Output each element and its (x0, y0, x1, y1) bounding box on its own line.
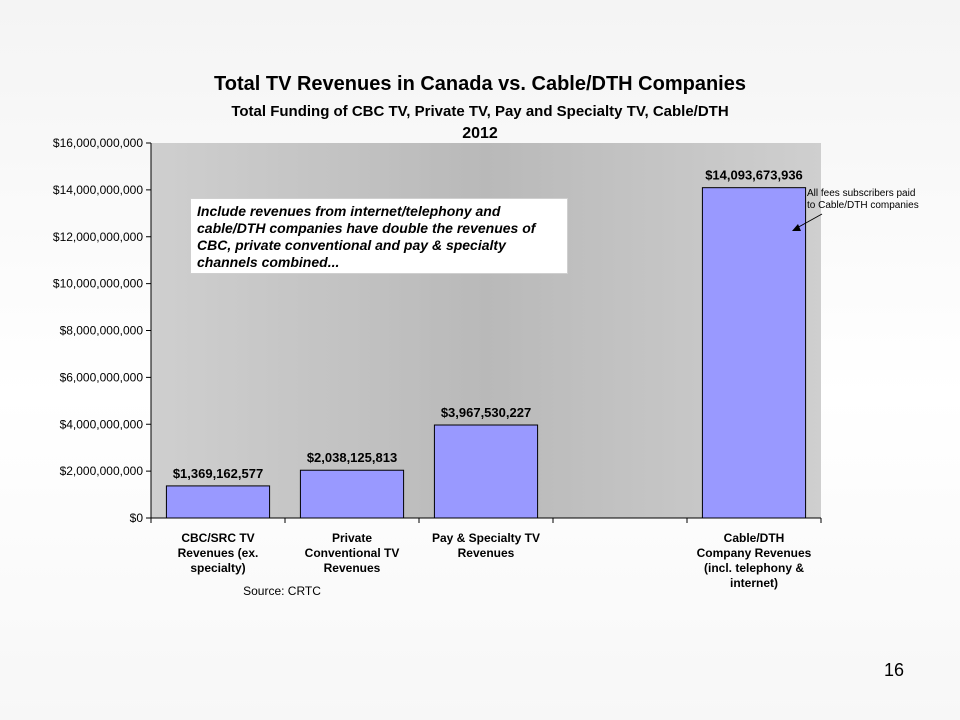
y-tick-label: $6,000,000,000 (60, 370, 144, 384)
bar (433, 424, 539, 519)
callout-arrow (794, 213, 823, 230)
category-label: specialty) (190, 561, 245, 575)
bar (165, 485, 271, 519)
category-label: internet) (730, 576, 778, 590)
bar (299, 469, 405, 519)
callout-note: All fees subscribers paid to Cable/DTH c… (807, 188, 919, 211)
data-label: $14,093,673,936 (705, 168, 803, 183)
category-label: Conventional TV (305, 546, 400, 560)
data-label: $2,038,125,813 (307, 450, 397, 465)
category-label: Revenues (324, 561, 381, 575)
y-tick-label: $10,000,000,000 (53, 277, 143, 291)
y-tick-label: $0 (130, 511, 144, 525)
category-label: Company Revenues (697, 546, 812, 560)
y-tick-label: $16,000,000,000 (53, 136, 143, 150)
annotation-box: Include revenues from internet/telephony… (190, 198, 568, 274)
category-label: Revenues (ex. (178, 546, 259, 560)
callout-arrowhead (792, 224, 801, 231)
category-label: Revenues (458, 546, 515, 560)
callout-note-line: to Cable/DTH companies (807, 200, 919, 211)
y-tick-label: $2,000,000,000 (60, 464, 144, 478)
source-label: Source: CRTC (243, 584, 321, 598)
bar (701, 187, 807, 519)
category-label: CBC/SRC TV (181, 531, 254, 545)
y-tick-label: $14,000,000,000 (53, 183, 143, 197)
data-label: $3,967,530,227 (441, 405, 531, 420)
category-label: Cable/DTH (724, 531, 785, 545)
page-number: 16 (883, 660, 904, 680)
data-label: $1,369,162,577 (173, 466, 263, 481)
category-label: Private (332, 531, 372, 545)
chart-title: Total TV Revenues in Canada vs. Cable/DT… (214, 73, 746, 95)
y-tick-label: $8,000,000,000 (60, 324, 144, 338)
y-tick-label: $4,000,000,000 (60, 417, 144, 431)
chart-subtitle: Total Funding of CBC TV, Private TV, Pay… (231, 103, 728, 120)
category-label: (incl. telephony & (704, 561, 804, 575)
callout-note-line: All fees subscribers paid (807, 188, 915, 199)
category-label: Pay & Specialty TV (432, 531, 540, 545)
y-tick-label: $12,000,000,000 (53, 230, 143, 244)
chart-year: 2012 (462, 125, 498, 142)
